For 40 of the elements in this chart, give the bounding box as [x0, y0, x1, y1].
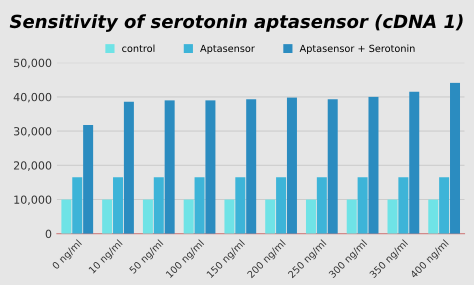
chart-title: Sensitivity of serotonin aptasensor (cDNA 1): [10, 14, 463, 32]
bar: [83, 124, 94, 234]
bar: [368, 96, 378, 234]
y-tick-label: 30,000: [14, 127, 52, 137]
bar: [316, 177, 327, 234]
y-tick-label: 20,000: [14, 161, 52, 171]
y-tick-label: 0: [46, 230, 52, 238]
bar: [142, 200, 153, 234]
bar: [205, 100, 216, 234]
bar: [358, 177, 368, 234]
bar: [113, 177, 124, 234]
bar: [428, 200, 438, 234]
bar: [388, 200, 398, 234]
bar: [409, 92, 420, 234]
bar: [61, 200, 72, 234]
legend-label: Aptasensor: [200, 44, 255, 54]
bar: [164, 100, 175, 234]
bar: [286, 98, 297, 234]
bar: [276, 177, 286, 234]
bar: [328, 99, 338, 234]
bar: [235, 177, 246, 234]
bar: [72, 177, 82, 234]
bar: [398, 177, 408, 234]
legend-label: control: [122, 44, 154, 52]
y-tick-label: 10,000: [14, 195, 52, 206]
bar: [265, 200, 276, 234]
bar: [102, 200, 112, 234]
y-tick-label: 50,000: [14, 58, 52, 68]
bar: [224, 200, 234, 234]
bar: [450, 82, 460, 234]
bar: [306, 200, 316, 234]
bar: [154, 177, 164, 234]
bar: [346, 200, 357, 234]
bar: [124, 102, 134, 234]
legend-label: Aptasensor + Serotonin: [300, 44, 415, 54]
bar: [439, 177, 450, 234]
y-tick-label: 40,000: [14, 92, 52, 102]
bar: [184, 200, 194, 234]
bar: [246, 99, 256, 234]
bar: [194, 177, 205, 234]
